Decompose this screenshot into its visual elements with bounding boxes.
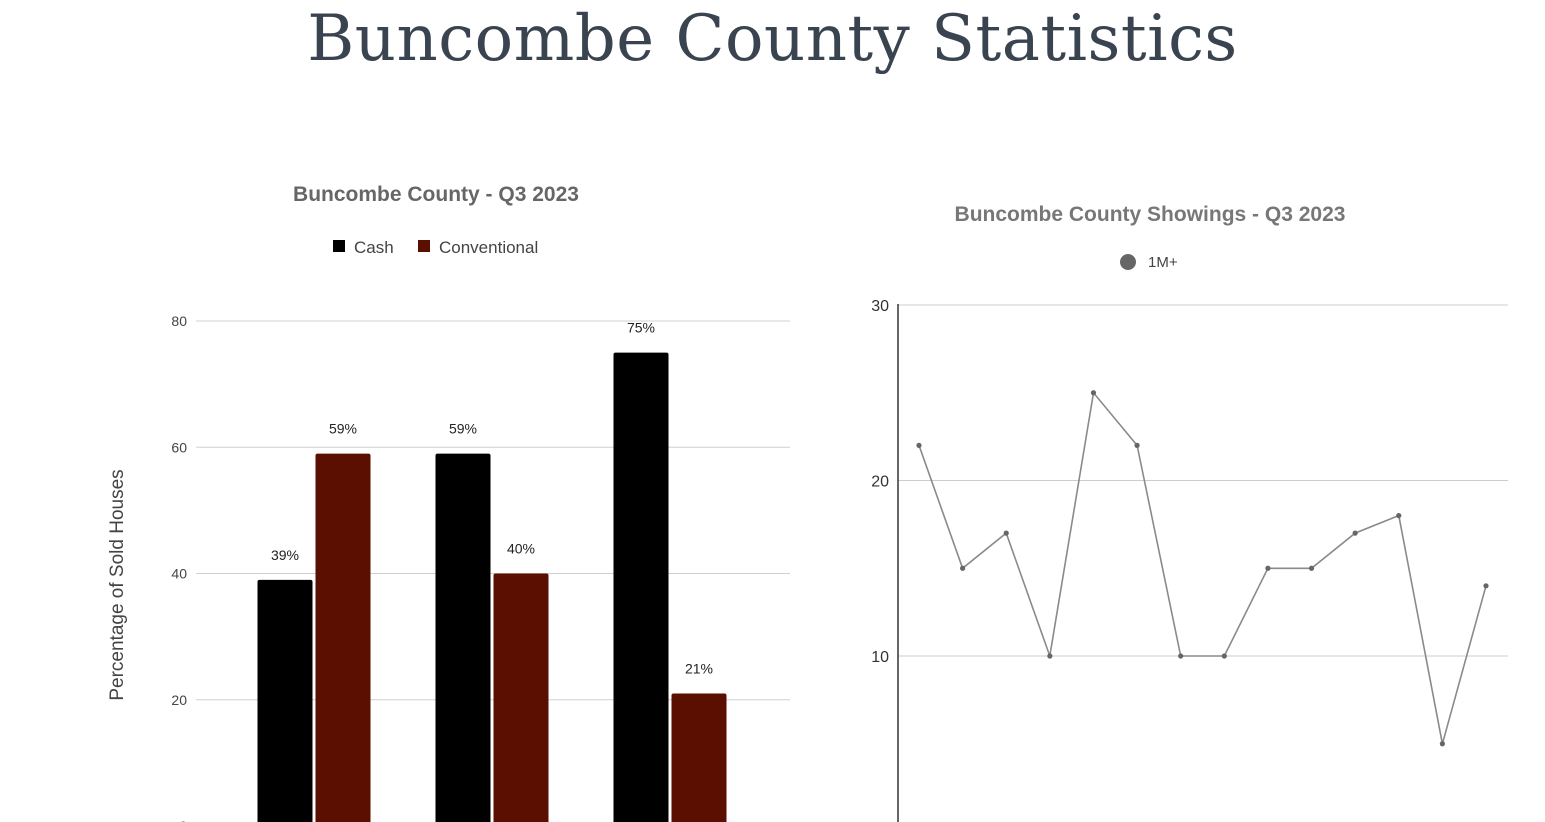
bar-y-tick-label: 0 xyxy=(179,818,187,822)
legend-swatch-cash xyxy=(333,240,345,252)
line-point xyxy=(960,565,966,571)
bar-data-label: 21% xyxy=(685,660,713,676)
line-point xyxy=(1352,530,1358,536)
bar-y-tick-label: 80 xyxy=(171,313,187,329)
line-series-1m xyxy=(918,390,1487,745)
line-chart-legend: 1M+ xyxy=(1120,254,1178,271)
bar-conventional xyxy=(315,453,371,822)
bar-chart-y-ticks: 0 20 40 60 80 xyxy=(171,313,187,822)
line-point xyxy=(1439,741,1445,747)
line-chart-y-ticks: 10 20 30 xyxy=(871,298,889,666)
legend-label-cash: Cash xyxy=(354,238,394,257)
bar-chart-title: Buncombe County - Q3 2023 xyxy=(293,183,579,206)
line-point xyxy=(1003,530,1009,536)
bar-chart-bars xyxy=(257,352,727,822)
line-y-tick-label: 30 xyxy=(871,298,889,315)
legend-label-1m: 1M+ xyxy=(1148,254,1178,271)
page-title: Buncombe County Statistics xyxy=(307,2,1238,76)
line-point xyxy=(1265,565,1271,571)
bar-chart-legend: Cash Conventional xyxy=(333,238,538,257)
bar-data-label: 75% xyxy=(627,320,655,336)
line-y-tick-label: 10 xyxy=(871,649,889,666)
line-y-tick-label: 20 xyxy=(871,474,889,491)
bar-conventional xyxy=(493,573,549,822)
legend-swatch-conventional xyxy=(418,240,430,252)
bar-chart-y-axis-label: Percentage of Sold Houses xyxy=(107,469,128,700)
line-point xyxy=(1178,653,1184,659)
line-chart-gridlines xyxy=(898,304,1508,657)
bar-conventional xyxy=(671,693,727,822)
line-point xyxy=(1090,390,1097,396)
line-point xyxy=(1134,442,1140,448)
line-point xyxy=(1047,653,1053,659)
bar-cash xyxy=(257,579,313,822)
line-point xyxy=(1221,653,1227,659)
bar-chart-data-labels: 39% 59% 75% 59% 40% 21% xyxy=(271,320,713,677)
line-point xyxy=(1396,513,1402,519)
bar-y-tick-label: 60 xyxy=(171,439,187,455)
line-point xyxy=(1483,583,1489,589)
bar-y-tick-label: 40 xyxy=(171,566,187,582)
bar-data-label: 40% xyxy=(507,541,535,557)
legend-marker-1m xyxy=(1120,254,1136,270)
bar-data-label: 59% xyxy=(329,421,357,437)
legend-label-conventional: Conventional xyxy=(439,238,538,257)
line-chart: Buncombe County Showings - Q3 2023 1M+ 1… xyxy=(871,203,1508,822)
line-point xyxy=(916,442,922,448)
bar-data-label: 39% xyxy=(271,547,299,563)
line-point xyxy=(1308,565,1315,571)
bar-cash xyxy=(435,453,491,822)
bar-y-tick-label: 20 xyxy=(171,692,187,708)
line-chart-title: Buncombe County Showings - Q3 2023 xyxy=(955,203,1346,226)
bar-data-label: 59% xyxy=(449,421,477,437)
line-chart-points xyxy=(916,390,1489,747)
bar-chart: Buncombe County - Q3 2023 Cash Conventio… xyxy=(107,183,790,822)
bar-cash xyxy=(613,352,669,822)
